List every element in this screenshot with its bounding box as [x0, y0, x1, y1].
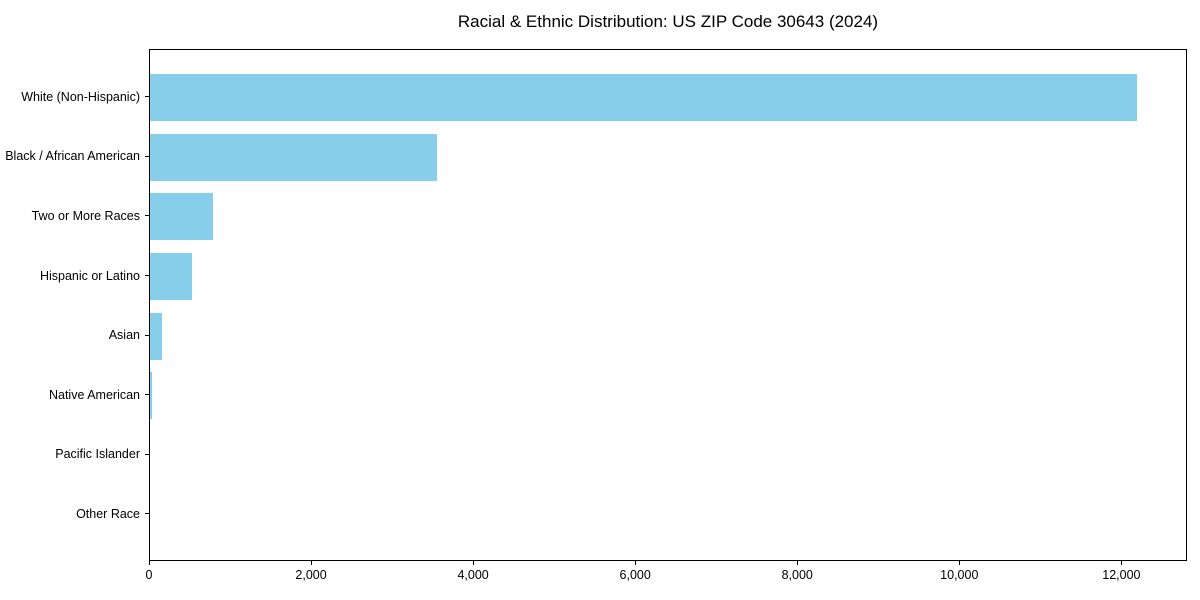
y-axis-label-row: Two or More Races	[0, 186, 149, 246]
y-axis-label-row: Pacific Islander	[0, 425, 149, 485]
x-tick-mark	[635, 561, 637, 565]
bar-row	[150, 306, 1186, 366]
x-tick-mark	[1121, 561, 1123, 565]
y-axis-label: Hispanic or Latino	[39, 268, 140, 283]
y-axis-label: Black / African American	[5, 149, 140, 164]
y-axis-labels: White (Non-Hispanic) Black / African Amer…	[0, 49, 149, 561]
y-axis-label-row: Native American	[0, 365, 149, 425]
y-tick-mark	[145, 96, 149, 98]
x-tick-label: 0	[145, 568, 153, 582]
bar	[150, 372, 152, 420]
y-tick-mark	[145, 453, 149, 455]
x-tick-label: 4,000	[457, 568, 489, 582]
bar	[150, 133, 438, 181]
y-axis-label: Pacific Islander	[55, 447, 140, 462]
bar-row	[150, 485, 1186, 545]
x-tick-mark	[149, 561, 150, 565]
y-axis-label: Other Race	[76, 506, 140, 521]
y-tick-mark	[145, 513, 149, 515]
bar-row	[150, 187, 1186, 247]
bars-area	[150, 50, 1186, 560]
x-tick-label: 10,000	[940, 568, 979, 582]
y-tick-mark	[145, 275, 149, 277]
plot-area	[149, 49, 1187, 561]
y-tick-mark	[145, 394, 149, 396]
bar	[150, 253, 193, 301]
x-tick-label: 8,000	[781, 568, 813, 582]
x-tick-label: 6,000	[619, 568, 651, 582]
x-tick-mark	[797, 561, 799, 565]
bar-row	[150, 128, 1186, 188]
chart-title: Racial & Ethnic Distribution: US ZIP Cod…	[457, 12, 879, 31]
y-tick-mark	[145, 334, 149, 336]
y-axis-label-row: Other Race	[0, 484, 149, 544]
bar-row	[150, 366, 1186, 426]
y-tick-mark	[145, 155, 149, 157]
y-axis-label-row: Hispanic or Latino	[0, 246, 149, 306]
bar-row	[150, 68, 1186, 128]
x-tick-mark	[311, 561, 313, 565]
y-axis-label-row: White (Non-Hispanic)	[0, 67, 149, 127]
x-axis: 0 2,000 4,000 6,000 8,000 10,000 12,000	[145, 561, 1187, 597]
y-axis-label: White (Non-Hispanic)	[21, 89, 140, 104]
y-axis-label-row: Black / African American	[0, 127, 149, 187]
bar-row	[150, 247, 1186, 307]
y-axis-label: Native American	[48, 387, 140, 402]
bar	[150, 312, 163, 360]
x-tick-label: 2,000	[295, 568, 327, 582]
bar-row	[150, 426, 1186, 486]
x-tick-label: 12,000	[1102, 568, 1141, 582]
y-axis-label: Asian	[108, 328, 140, 343]
y-axis-label: Two or More Races	[31, 208, 140, 223]
bar	[150, 74, 1137, 122]
x-tick-mark	[473, 561, 475, 565]
x-tick-mark	[959, 561, 961, 565]
y-axis-label-row: Asian	[0, 305, 149, 365]
y-tick-mark	[145, 215, 149, 217]
bar	[150, 193, 213, 241]
